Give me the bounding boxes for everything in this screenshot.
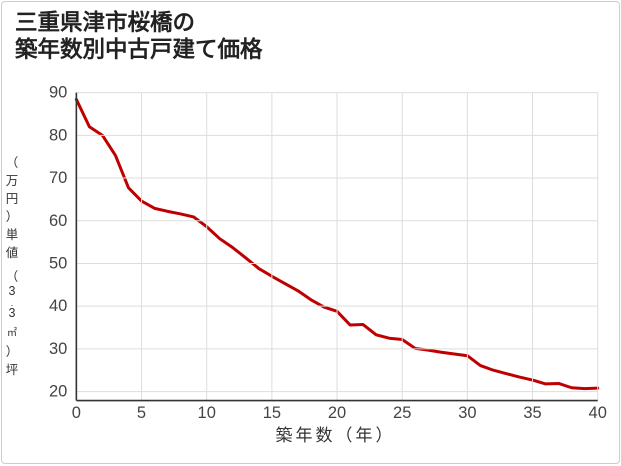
svg-text:35: 35 <box>523 404 541 422</box>
svg-text:30: 30 <box>49 340 67 358</box>
svg-text:70: 70 <box>49 169 67 187</box>
svg-text:25: 25 <box>393 404 411 422</box>
svg-text:50: 50 <box>49 254 67 272</box>
svg-text:15: 15 <box>263 404 281 422</box>
svg-text:20: 20 <box>328 404 346 422</box>
svg-text:40: 40 <box>49 297 67 315</box>
svg-text:90: 90 <box>49 84 67 102</box>
svg-text:10: 10 <box>198 404 216 422</box>
svg-text:5: 5 <box>137 404 146 422</box>
svg-text:0: 0 <box>72 404 81 422</box>
svg-text:80: 80 <box>49 126 67 144</box>
svg-text:40: 40 <box>589 404 607 422</box>
svg-text:60: 60 <box>49 212 67 230</box>
svg-text:30: 30 <box>458 404 476 422</box>
svg-text:20: 20 <box>49 383 67 401</box>
